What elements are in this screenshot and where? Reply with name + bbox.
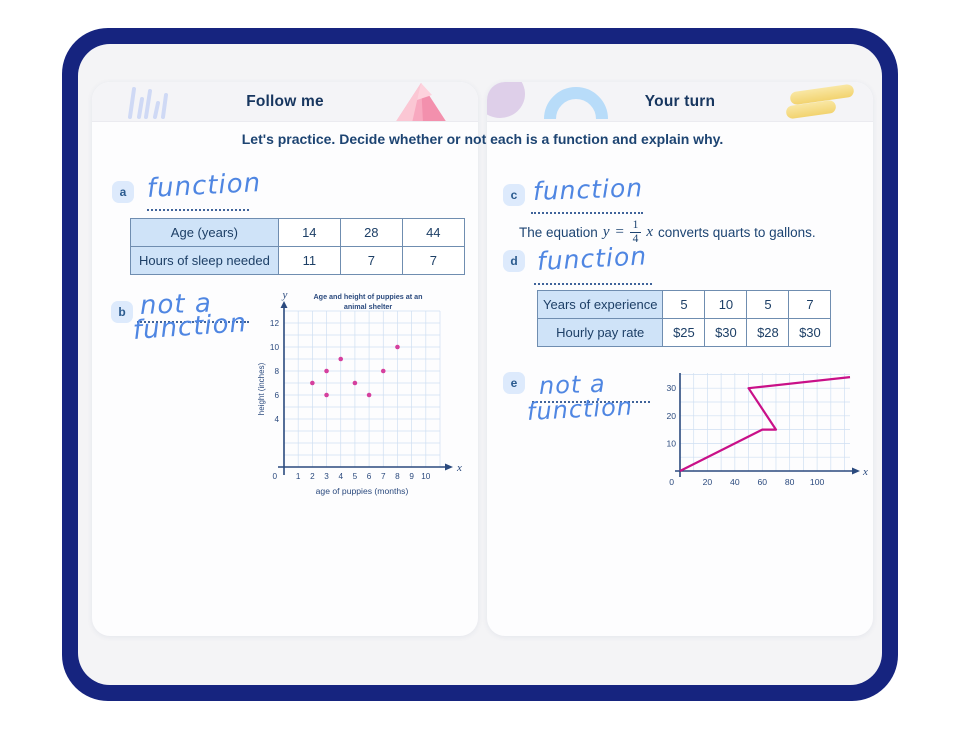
answer-line-e[interactable] <box>532 401 650 403</box>
table-row: Hours of sleep needed 11 7 7 <box>130 246 465 275</box>
blue-arc-icon <box>544 87 608 120</box>
handwritten-answer-c[interactable]: function <box>532 173 644 206</box>
table-cell: $28 <box>746 318 790 347</box>
equation-equals-sign: = <box>614 224 625 241</box>
svg-text:7: 7 <box>381 472 386 481</box>
lavender-blob-icon <box>487 82 525 118</box>
handwritten-answer-d[interactable]: function <box>536 241 648 276</box>
svg-text:8: 8 <box>395 472 400 481</box>
equation-lhs-y: y <box>602 224 610 241</box>
table-cell: 11 <box>277 246 341 275</box>
svg-text:30: 30 <box>666 383 676 393</box>
svg-text:animal shelter: animal shelter <box>344 302 393 311</box>
table-row-header: Hours of sleep needed <box>130 246 279 275</box>
table-row: Years of experience 5 10 5 7 <box>536 290 832 319</box>
table-row-header: Age (years) <box>130 218 279 247</box>
item-label-b: b <box>111 301 133 323</box>
table-row: Age (years) 14 28 44 <box>130 218 465 247</box>
svg-text:4: 4 <box>274 415 279 424</box>
svg-text:12: 12 <box>270 319 280 328</box>
item-label-c: c <box>503 184 525 206</box>
svg-text:0: 0 <box>669 477 674 487</box>
svg-text:20: 20 <box>703 477 713 487</box>
answer-line-b[interactable] <box>137 321 249 323</box>
svg-text:40: 40 <box>730 477 740 487</box>
panel-your-turn-header: Your turn <box>487 82 873 122</box>
svg-text:10: 10 <box>666 438 676 448</box>
svg-text:Age and height of puppies at a: Age and height of puppies at an <box>313 292 422 301</box>
answer-line-d[interactable] <box>534 283 652 285</box>
svg-text:4: 4 <box>338 472 343 481</box>
equation-statement-c: The equation y = 1 4 x converts quarts t… <box>519 219 816 246</box>
equation-rhs-x: x <box>646 224 654 241</box>
equation-prefix: The equation <box>519 225 598 241</box>
table-row-header: Hourly pay rate <box>536 318 664 347</box>
sleep-table: Age (years) 14 28 44 Hours of sleep needed 11… <box>130 218 465 275</box>
table-cell: 10 <box>704 290 748 319</box>
panel-title-your-turn: Your turn <box>644 92 716 110</box>
panel-title-follow-me: Follow me <box>246 92 324 110</box>
svg-text:100: 100 <box>810 477 825 487</box>
table-cell: 28 <box>339 218 403 247</box>
equation-suffix: converts quarts to gallons. <box>658 225 816 241</box>
svg-text:6: 6 <box>274 391 279 400</box>
svg-text:6: 6 <box>367 472 372 481</box>
svg-text:20: 20 <box>666 411 676 421</box>
svg-text:10: 10 <box>421 472 431 481</box>
svg-text:10: 10 <box>270 343 280 352</box>
sketch-bars-icon <box>128 87 168 119</box>
svg-text:x: x <box>456 462 462 474</box>
instruction-text: Let's practice. Decide whether or not ea… <box>241 131 724 147</box>
handwritten-answer-a[interactable]: function <box>146 168 262 204</box>
fraction-denominator: 4 <box>632 233 639 246</box>
svg-text:1: 1 <box>296 472 301 481</box>
svg-text:2: 2 <box>310 472 315 481</box>
table-cell: 14 <box>277 218 341 247</box>
svg-text:60: 60 <box>757 477 767 487</box>
svg-text:3: 3 <box>324 472 329 481</box>
svg-text:8: 8 <box>274 367 279 376</box>
table-cell: 5 <box>662 290 706 319</box>
table-cell: 7 <box>401 246 465 275</box>
svg-text:y: y <box>282 289 288 301</box>
pay-table: Years of experience 5 10 5 7 Hourly pay rate $… <box>536 290 832 347</box>
answer-line-c[interactable] <box>531 212 643 214</box>
table-cell: $30 <box>704 318 748 347</box>
svg-text:height (inches): height (inches) <box>257 362 266 415</box>
pink-gem-icon <box>396 83 446 121</box>
svg-text:age of puppies (months): age of puppies (months) <box>316 486 409 496</box>
table-cell: 44 <box>401 218 465 247</box>
svg-text:x: x <box>862 466 868 478</box>
table-cell: $25 <box>662 318 706 347</box>
svg-text:9: 9 <box>409 472 414 481</box>
table-cell: 7 <box>339 246 403 275</box>
table-row: Hourly pay rate $25 $30 $28 $30 <box>536 318 832 347</box>
table-row-header: Years of experience <box>536 290 664 319</box>
svg-text:5: 5 <box>353 472 358 481</box>
svg-text:0: 0 <box>272 472 277 481</box>
item-label-d: d <box>503 250 525 272</box>
table-cell: $30 <box>788 318 832 347</box>
equation-fraction: 1 4 <box>629 219 642 246</box>
item-label-a: a <box>112 181 134 203</box>
item-label-e: e <box>503 372 525 394</box>
zigzag-line-chart: x 20 40 60 80 100 10 20 30 0 <box>666 373 868 487</box>
fraction-numerator: 1 <box>629 219 642 234</box>
answer-line-a[interactable] <box>147 209 249 211</box>
svg-text:80: 80 <box>785 477 795 487</box>
puppies-scatter-chart: y x Age and height of puppies at ananimal … <box>257 289 462 496</box>
table-cell: 5 <box>746 290 790 319</box>
table-cell: 7 <box>788 290 832 319</box>
panel-your-turn: Your turn <box>487 82 873 636</box>
handwritten-answer-e-line2[interactable]: function <box>526 392 634 426</box>
panel-follow-me-header: Follow me <box>92 82 478 122</box>
